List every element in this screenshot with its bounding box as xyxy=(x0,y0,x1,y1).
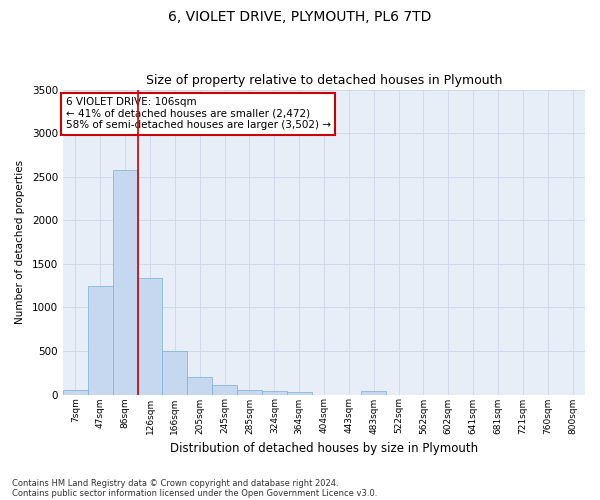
Bar xyxy=(237,390,262,394)
Bar xyxy=(187,377,212,394)
Bar xyxy=(212,385,237,394)
Bar xyxy=(262,390,287,394)
Bar xyxy=(163,351,187,395)
Text: 6 VIOLET DRIVE: 106sqm
← 41% of detached houses are smaller (2,472)
58% of semi-: 6 VIOLET DRIVE: 106sqm ← 41% of detached… xyxy=(65,97,331,130)
Title: Size of property relative to detached houses in Plymouth: Size of property relative to detached ho… xyxy=(146,74,502,87)
X-axis label: Distribution of detached houses by size in Plymouth: Distribution of detached houses by size … xyxy=(170,442,478,455)
Text: Contains HM Land Registry data © Crown copyright and database right 2024.: Contains HM Land Registry data © Crown c… xyxy=(12,478,338,488)
Bar xyxy=(63,390,88,394)
Bar xyxy=(361,391,386,394)
Y-axis label: Number of detached properties: Number of detached properties xyxy=(15,160,25,324)
Bar xyxy=(287,392,311,394)
Bar xyxy=(88,286,113,395)
Bar xyxy=(113,170,137,394)
Text: 6, VIOLET DRIVE, PLYMOUTH, PL6 7TD: 6, VIOLET DRIVE, PLYMOUTH, PL6 7TD xyxy=(169,10,431,24)
Text: Contains public sector information licensed under the Open Government Licence v3: Contains public sector information licen… xyxy=(12,488,377,498)
Bar xyxy=(137,278,163,394)
